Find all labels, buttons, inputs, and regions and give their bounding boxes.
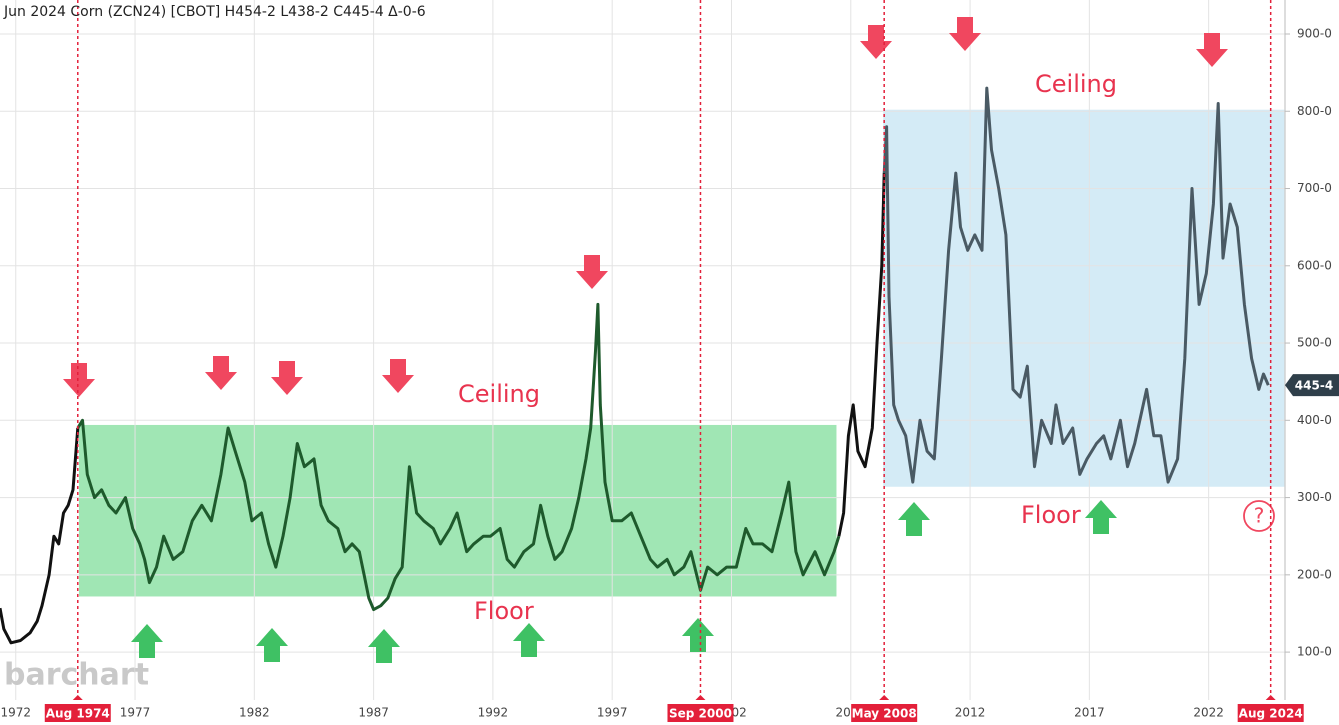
down-arrow (576, 255, 608, 289)
event-tick (1265, 695, 1276, 700)
question-icon: ? (1243, 500, 1275, 532)
y-tick-label: 800-0 (1297, 104, 1332, 118)
y-tick-label: 500-0 (1297, 336, 1332, 350)
down-arrow (271, 361, 303, 395)
x-tick-label: 1992 (478, 706, 509, 720)
down-arrow (860, 25, 892, 59)
markers: Aug 1974 Sep 2000 May 2008 Aug 2024 445-4 (44, 0, 1339, 722)
event-tick (695, 695, 706, 700)
price-line (0, 427, 80, 645)
annotation: Floor (1021, 501, 1081, 529)
up-arrow (898, 502, 930, 536)
up-arrow (682, 618, 714, 652)
x-tick-label: 1987 (358, 706, 389, 720)
annotation: Ceiling (458, 380, 540, 408)
event-label: Aug 1974 (46, 707, 110, 721)
last-price-box (1285, 374, 1339, 397)
y-tick-label: 600-0 (1297, 258, 1332, 272)
event-label-box (1237, 704, 1304, 722)
x-tick-label: 2022 (1193, 706, 1224, 720)
svg-text:?: ? (1254, 504, 1265, 528)
last-price-label: 445-4 (1295, 379, 1333, 393)
x-tick-label: 2012 (955, 706, 986, 720)
event-tick (879, 695, 890, 700)
x-tick-label: 1977 (120, 706, 151, 720)
price-line (837, 173, 886, 537)
down-arrow (382, 359, 414, 393)
price-lines (0, 86, 1270, 645)
zones (78, 109, 1285, 597)
up-arrow (1085, 500, 1117, 534)
event-label-box (44, 704, 111, 722)
down-arrow (949, 17, 981, 51)
y-tick-label: 300-0 (1297, 490, 1332, 504)
zone (883, 109, 1285, 487)
x-tick-label: 1997 (597, 706, 628, 720)
price-line (76, 302, 841, 612)
event-label: Sep 2000 (669, 707, 732, 721)
x-tick-label: 2017 (1074, 706, 1105, 720)
down-arrows (63, 17, 1228, 397)
event-label: Aug 2024 (1239, 707, 1303, 721)
y-tick-label: 900-0 (1297, 26, 1332, 40)
annotation: Floor (474, 597, 534, 625)
up-arrow (131, 624, 163, 658)
y-tick-label: 100-0 (1297, 645, 1332, 659)
event-label-box (667, 704, 734, 722)
watermark: barchart (4, 658, 149, 693)
y-tick-label: 400-0 (1297, 413, 1332, 427)
x-tick-label: 1982 (239, 706, 270, 720)
up-arrow (256, 628, 288, 662)
y-tick-label: 200-0 (1297, 567, 1332, 581)
annotation: Ceiling (1035, 70, 1117, 98)
down-arrow (1196, 33, 1228, 67)
event-tick (72, 695, 83, 700)
up-arrow (513, 623, 545, 657)
x-tick-label: 1972 (0, 706, 31, 720)
price-line (882, 86, 1270, 484)
event-label-box (851, 704, 918, 722)
down-arrow (205, 356, 237, 390)
up-arrow (368, 629, 400, 663)
event-label: May 2008 (852, 707, 917, 721)
up-arrows (131, 500, 1117, 663)
y-tick-label: 700-0 (1297, 181, 1332, 195)
down-arrow (63, 363, 95, 397)
chart-title: Jun 2024 Corn (ZCN24) [CBOT] H454-2 L438… (3, 4, 426, 20)
